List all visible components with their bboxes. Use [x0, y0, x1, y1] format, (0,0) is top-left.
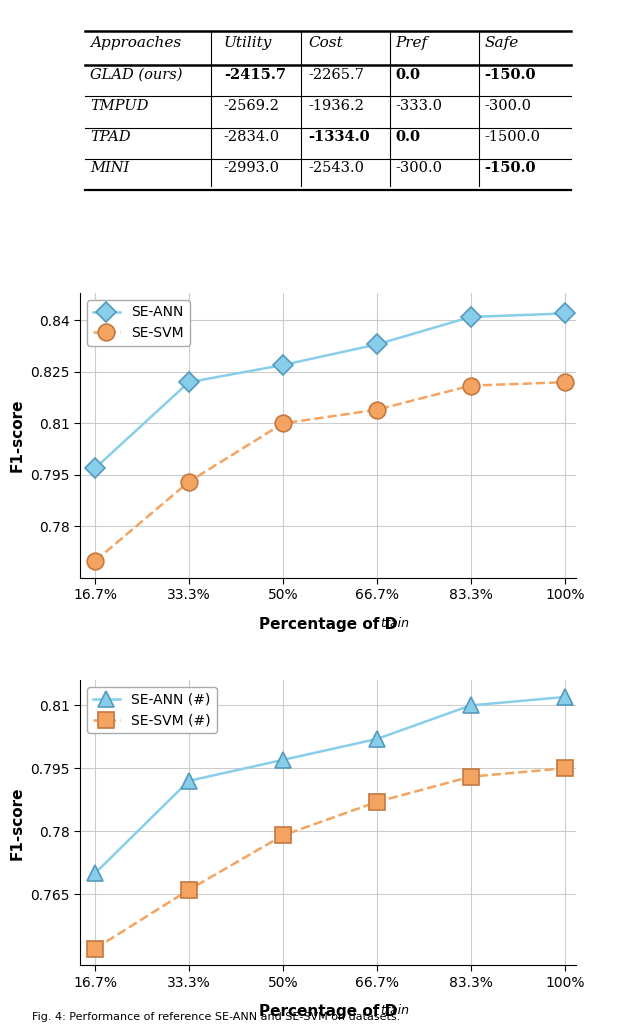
- Line: SE-ANN (#): SE-ANN (#): [87, 689, 573, 881]
- Text: -1500.0: -1500.0: [484, 130, 540, 144]
- SE-SVM (#): [373, 796, 381, 808]
- SE-ANN: [279, 358, 287, 371]
- SE-SVM: [279, 417, 287, 429]
- SE-SVM (#): [279, 829, 287, 841]
- Text: 0.0: 0.0: [395, 68, 420, 81]
- Text: MINI: MINI: [90, 161, 129, 175]
- SE-ANN: [185, 376, 193, 388]
- SE-SVM (#): [561, 762, 568, 774]
- Y-axis label: F1-score: F1-score: [10, 786, 24, 860]
- Text: -2993.0: -2993.0: [224, 161, 280, 175]
- SE-SVM (#): [467, 770, 474, 783]
- SE-SVM: [561, 376, 568, 388]
- Text: Fig. 4: Performance of reference SE-ANN and SE-SVM on datasets.: Fig. 4: Performance of reference SE-ANN …: [32, 1012, 400, 1022]
- Text: -1334.0: -1334.0: [308, 130, 370, 144]
- SE-SVM: [185, 476, 193, 488]
- SE-ANN (#): [467, 699, 474, 712]
- SE-ANN (#): [279, 754, 287, 766]
- Text: -1936.2: -1936.2: [308, 99, 364, 113]
- Text: 0.0: 0.0: [395, 130, 420, 144]
- SE-SVM: [467, 379, 474, 391]
- Text: Cost: Cost: [308, 36, 343, 49]
- Text: Percentage of D: Percentage of D: [259, 1003, 397, 1019]
- Text: -2834.0: -2834.0: [224, 130, 280, 144]
- SE-SVM: [373, 404, 381, 416]
- SE-ANN: [373, 338, 381, 350]
- Text: train: train: [380, 616, 409, 630]
- Text: Pref: Pref: [395, 36, 427, 49]
- Y-axis label: F1-score: F1-score: [10, 398, 24, 472]
- SE-ANN (#): [185, 774, 193, 787]
- Text: -2415.7: -2415.7: [224, 68, 286, 81]
- SE-ANN (#): [92, 867, 99, 879]
- SE-ANN: [467, 311, 474, 324]
- Text: -2265.7: -2265.7: [308, 68, 364, 81]
- Text: -2569.2: -2569.2: [224, 99, 280, 113]
- Text: TMPUD: TMPUD: [90, 99, 148, 113]
- Text: Safe: Safe: [484, 36, 518, 49]
- Text: train: train: [380, 1003, 409, 1017]
- Text: Approaches: Approaches: [90, 36, 181, 49]
- SE-ANN (#): [373, 733, 381, 746]
- Text: Utility: Utility: [224, 36, 272, 49]
- Text: -333.0: -333.0: [395, 99, 442, 113]
- SE-ANN: [92, 462, 99, 474]
- Text: -150.0: -150.0: [484, 161, 536, 175]
- Text: -300.0: -300.0: [395, 161, 442, 175]
- SE-ANN: [561, 307, 568, 319]
- Text: -150.0: -150.0: [484, 68, 536, 81]
- SE-SVM (#): [185, 884, 193, 897]
- Text: TPAD: TPAD: [90, 130, 131, 144]
- Legend: SE-ANN, SE-SVM: SE-ANN, SE-SVM: [87, 300, 189, 346]
- Line: SE-SVM (#): SE-SVM (#): [88, 761, 572, 956]
- Line: SE-ANN: SE-ANN: [88, 306, 572, 476]
- Text: Percentage of D: Percentage of D: [259, 616, 397, 632]
- Text: -300.0: -300.0: [484, 99, 531, 113]
- Text: -2543.0: -2543.0: [308, 161, 364, 175]
- SE-ANN (#): [561, 691, 568, 703]
- SE-SVM: [92, 555, 99, 567]
- Legend: SE-ANN (#), SE-SVM (#): SE-ANN (#), SE-SVM (#): [87, 687, 216, 733]
- Text: GLAD (ours): GLAD (ours): [90, 68, 182, 81]
- Line: SE-SVM: SE-SVM: [87, 374, 573, 569]
- SE-SVM (#): [92, 943, 99, 955]
